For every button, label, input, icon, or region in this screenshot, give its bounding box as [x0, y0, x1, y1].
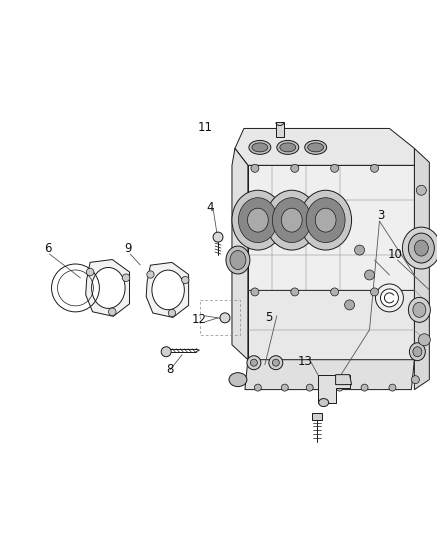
- Polygon shape: [235, 148, 248, 355]
- Circle shape: [182, 276, 189, 284]
- Circle shape: [269, 356, 283, 370]
- Polygon shape: [235, 128, 414, 165]
- Ellipse shape: [414, 240, 428, 256]
- Text: 5: 5: [265, 311, 272, 325]
- Ellipse shape: [408, 233, 434, 263]
- Ellipse shape: [410, 343, 425, 361]
- Ellipse shape: [300, 190, 352, 250]
- Circle shape: [291, 164, 299, 172]
- Circle shape: [251, 359, 258, 366]
- Circle shape: [371, 164, 378, 172]
- Ellipse shape: [281, 208, 302, 232]
- Ellipse shape: [247, 208, 268, 232]
- Ellipse shape: [413, 302, 426, 317]
- Circle shape: [86, 268, 94, 276]
- Ellipse shape: [92, 268, 125, 309]
- Ellipse shape: [305, 140, 327, 155]
- Ellipse shape: [238, 198, 277, 243]
- Ellipse shape: [306, 198, 345, 243]
- Circle shape: [389, 384, 396, 391]
- Circle shape: [122, 274, 130, 281]
- Circle shape: [345, 300, 355, 310]
- Circle shape: [361, 384, 368, 391]
- Circle shape: [281, 384, 288, 391]
- Text: 9: 9: [124, 241, 132, 255]
- Circle shape: [213, 232, 223, 242]
- Ellipse shape: [229, 373, 247, 386]
- Ellipse shape: [230, 251, 246, 270]
- Ellipse shape: [252, 143, 268, 152]
- Circle shape: [355, 245, 364, 255]
- Text: 12: 12: [191, 313, 207, 326]
- Circle shape: [306, 384, 313, 391]
- Text: 11: 11: [198, 121, 212, 134]
- Ellipse shape: [272, 198, 311, 243]
- Circle shape: [168, 309, 176, 317]
- Ellipse shape: [277, 140, 299, 155]
- Ellipse shape: [319, 399, 328, 407]
- Polygon shape: [248, 290, 414, 360]
- Text: 13: 13: [297, 355, 312, 368]
- Circle shape: [251, 164, 259, 172]
- Circle shape: [411, 376, 419, 384]
- Polygon shape: [232, 148, 248, 360]
- Text: 4: 4: [206, 201, 214, 214]
- Ellipse shape: [315, 208, 336, 232]
- Ellipse shape: [266, 190, 318, 250]
- Text: 6: 6: [44, 241, 51, 255]
- Polygon shape: [414, 148, 429, 390]
- Circle shape: [220, 313, 230, 323]
- Ellipse shape: [403, 227, 438, 269]
- Polygon shape: [336, 375, 352, 385]
- Text: 10: 10: [388, 247, 403, 261]
- Ellipse shape: [152, 270, 184, 310]
- Circle shape: [109, 308, 116, 316]
- Circle shape: [247, 356, 261, 370]
- Circle shape: [251, 288, 259, 296]
- Polygon shape: [248, 165, 414, 290]
- Ellipse shape: [232, 190, 284, 250]
- Polygon shape: [86, 260, 130, 317]
- Circle shape: [331, 288, 339, 296]
- Ellipse shape: [308, 143, 324, 152]
- Circle shape: [417, 185, 426, 195]
- Circle shape: [336, 384, 343, 391]
- Circle shape: [381, 289, 399, 307]
- Polygon shape: [276, 123, 284, 138]
- Polygon shape: [318, 375, 350, 402]
- Circle shape: [331, 164, 339, 172]
- Circle shape: [291, 288, 299, 296]
- Circle shape: [375, 284, 403, 312]
- Ellipse shape: [408, 297, 430, 322]
- Ellipse shape: [249, 140, 271, 155]
- Polygon shape: [245, 360, 414, 390]
- Ellipse shape: [280, 143, 296, 152]
- Text: 8: 8: [166, 363, 174, 376]
- Ellipse shape: [226, 246, 250, 274]
- Circle shape: [418, 334, 430, 346]
- Text: 3: 3: [377, 208, 384, 222]
- Ellipse shape: [413, 347, 422, 357]
- Polygon shape: [146, 262, 189, 318]
- Circle shape: [272, 359, 279, 366]
- Circle shape: [161, 347, 171, 357]
- Circle shape: [254, 384, 261, 391]
- Polygon shape: [312, 413, 321, 419]
- Circle shape: [364, 270, 374, 280]
- Circle shape: [147, 271, 154, 278]
- Circle shape: [371, 288, 378, 296]
